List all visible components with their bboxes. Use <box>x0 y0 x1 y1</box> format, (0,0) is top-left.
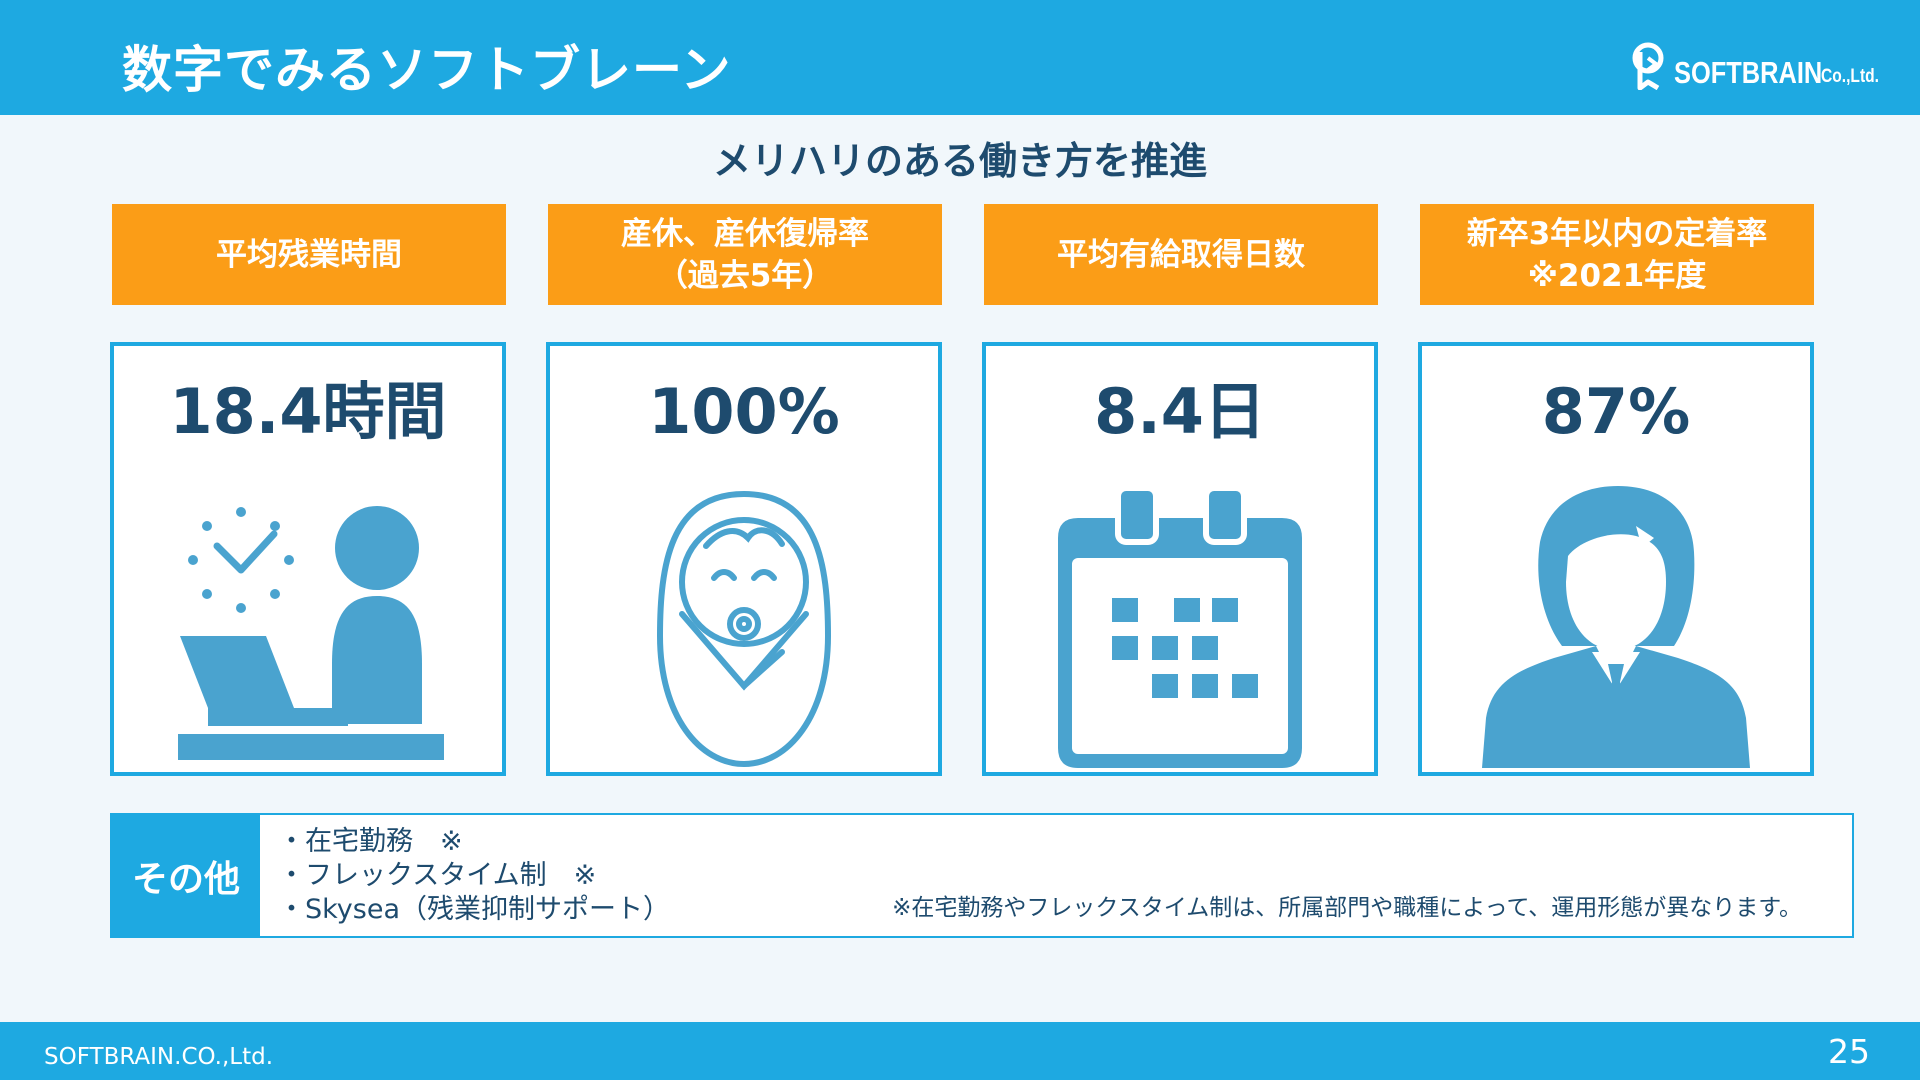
logo-wordmark: SOFTBRAIN <box>1674 55 1823 90</box>
softbrain-logo-icon <box>1632 42 1664 90</box>
swaddled-baby-icon <box>656 490 832 768</box>
list-item: ・在宅勤務 ※ <box>278 826 463 857</box>
card-heading-retention: 新卒3年以内の定着率 ※2021年度 <box>1420 204 1814 305</box>
card-maternity: 100% <box>546 342 942 776</box>
card-retention: 87% <box>1418 342 1814 776</box>
card-heading-paid-leave: 平均有給取得日数 <box>984 204 1378 305</box>
card-heading-line: 平均残業時間 <box>216 236 402 273</box>
logo-suffix: Co.,Ltd. <box>1821 66 1880 87</box>
card-value-overtime: 18.4時間 <box>169 375 447 448</box>
card-value-paid-leave: 8.4日 <box>1094 375 1266 448</box>
other-initiatives-box: その他 ・在宅勤務 ※ ・フレックスタイム制 ※ ・Skysea（残業抑制サポー… <box>110 813 1854 938</box>
footer-company: SOFTBRAIN.CO.,Ltd. <box>44 1044 274 1070</box>
company-logo: SOFTBRAIN Co.,Ltd. <box>1628 38 1884 90</box>
page-number: 25 <box>1828 1032 1870 1071</box>
list-item: ・フレックスタイム制 ※ <box>278 860 597 891</box>
card-heading-line: 産休、産休復帰率 <box>621 215 869 252</box>
card-heading-maternity: 産休、産休復帰率 （過去5年） <box>548 204 942 305</box>
calendar-icon <box>1058 486 1302 768</box>
other-list: ・在宅勤務 ※ ・フレックスタイム制 ※ ・Skysea（残業抑制サポート） <box>278 825 670 927</box>
footnote: ※在宅勤務やフレックスタイム制は、所属部門や職種によって、運用形態が異なります。 <box>892 895 1802 921</box>
page-title: 数字でみるソフトブレーン <box>122 41 732 99</box>
card-heading-line: 新卒3年以内の定着率 <box>1466 215 1768 252</box>
card-overtime: 18.4時間 <box>110 342 506 776</box>
footer-bar: SOFTBRAIN.CO.,Ltd. 25 <box>0 1022 1920 1080</box>
card-paid-leave: 8.4日 <box>982 342 1378 776</box>
card-value-maternity: 100% <box>648 375 840 448</box>
card-heading-line: 平均有給取得日数 <box>1057 236 1305 273</box>
person-at-laptop-with-clock-icon <box>178 506 444 760</box>
other-label: その他 <box>112 815 260 936</box>
section-subtitle: メリハリのある働き方を推進 <box>712 139 1207 183</box>
list-item: ・Skysea（残業抑制サポート） <box>278 894 671 925</box>
businessman-icon <box>1482 486 1750 768</box>
header-bar: 数字でみるソフトブレーン SOFTBRAIN Co.,Ltd. <box>0 0 1920 115</box>
card-heading-overtime: 平均残業時間 <box>112 204 506 305</box>
card-value-retention: 87% <box>1541 375 1691 448</box>
card-heading-line: ※2021年度 <box>1527 257 1707 294</box>
card-heading-line: （過去5年） <box>656 257 834 294</box>
